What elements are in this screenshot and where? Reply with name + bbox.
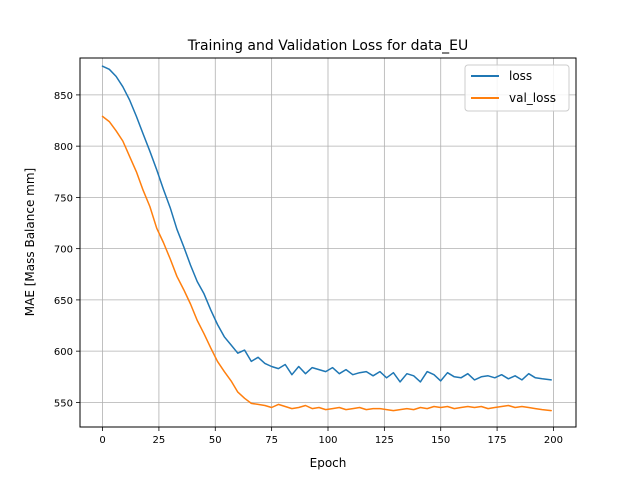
y-axis-label: MAE [Mass Balance mm] <box>23 168 37 316</box>
legend-label-loss: loss <box>509 69 532 83</box>
x-tick-label: 50 <box>209 435 222 446</box>
x-tick-label: 100 <box>318 435 337 446</box>
series-line-loss <box>101 65 552 383</box>
series-lines <box>101 65 552 412</box>
series-line-val-loss <box>101 115 552 412</box>
x-tick-label: 175 <box>488 435 507 446</box>
x-axis-label: Epoch <box>310 456 347 470</box>
grid <box>80 58 576 427</box>
x-tick-label: 0 <box>99 435 105 446</box>
x-tick-label: 125 <box>375 435 394 446</box>
y-tick-label: 550 <box>54 398 73 409</box>
chart-title: Training and Validation Loss for data_EU <box>187 38 469 54</box>
axis-ticks: 0 25 50 75 100 125 150 175 200 550 600 650 700 750 800… <box>54 91 563 446</box>
y-tick-label: 650 <box>54 296 73 307</box>
y-tick-label: 850 <box>54 91 73 102</box>
x-tick-label: 25 <box>153 435 166 446</box>
x-tick-label: 75 <box>265 435 278 446</box>
legend: loss val_loss <box>464 64 570 112</box>
y-tick-label: 700 <box>54 245 73 256</box>
x-tick-label: 200 <box>544 435 563 446</box>
legend-label-val-loss: val_loss <box>509 91 556 105</box>
y-tick-label: 800 <box>54 142 73 153</box>
y-tick-label: 750 <box>54 193 73 204</box>
y-tick-label: 600 <box>54 347 73 358</box>
x-tick-label: 150 <box>431 435 450 446</box>
